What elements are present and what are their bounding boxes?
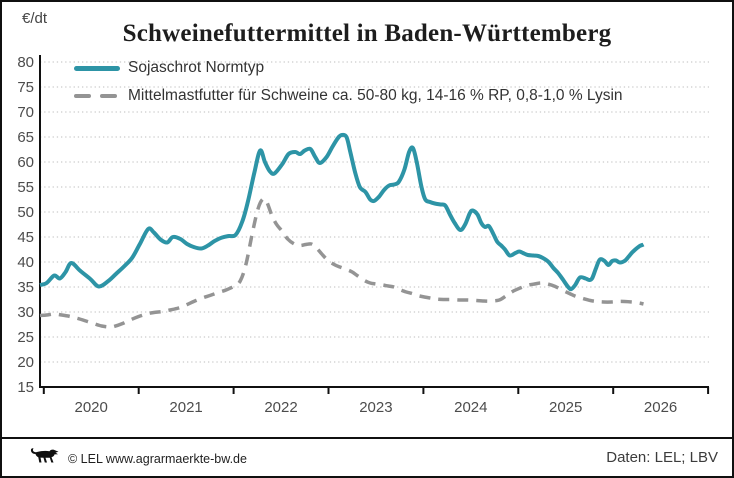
y-axis-label: 50 — [17, 204, 34, 221]
y-axis-label: 45 — [17, 229, 34, 246]
y-axis-label: 25 — [17, 329, 34, 346]
footer-divider — [2, 437, 732, 439]
x-axis-label: 2023 — [359, 399, 392, 416]
legend-line-solid-icon — [74, 65, 120, 71]
y-axis-label: 15 — [17, 379, 34, 396]
y-axis-label: 35 — [17, 279, 34, 296]
y-axis-label: 30 — [17, 304, 34, 321]
legend-label: Sojaschrot Normtyp — [128, 59, 265, 76]
y-axis-label: 65 — [17, 129, 34, 146]
legend-item-mittelmastfutter: Mittelmastfutter für Schweine ca. 50-80 … — [74, 87, 623, 104]
dash-segment — [74, 93, 91, 99]
data-source-text: Daten: LEL; LBV — [606, 449, 718, 466]
x-axis-label: 2020 — [75, 399, 108, 416]
y-axis-unit-label: €/dt — [22, 10, 48, 27]
legend-item-sojaschrot: Sojaschrot Normtyp — [74, 59, 623, 76]
series-line-mittelmastfutter — [39, 196, 644, 329]
y-axis-label: 40 — [17, 254, 34, 271]
legend-line-dashed-icon — [74, 93, 120, 99]
y-axis-label: 70 — [17, 104, 34, 121]
bw-lion-icon — [30, 448, 59, 463]
y-axis-label: 75 — [17, 79, 34, 96]
x-axis-label: 2024 — [454, 399, 487, 416]
copyright-text: © LEL www.agrarmaerkte-bw.de — [68, 452, 247, 466]
x-axis-label: 2026 — [644, 399, 677, 416]
solid-line-swatch — [74, 65, 120, 71]
x-axis-label: 2022 — [264, 399, 297, 416]
x-axis-label: 2021 — [169, 399, 202, 416]
x-axis-label: 2025 — [549, 399, 582, 416]
legend: Sojaschrot Normtyp Mittelmastfutter für … — [74, 59, 623, 116]
series-line-sojaschrot — [39, 132, 645, 292]
y-axis-label: 80 — [17, 54, 34, 71]
dash-segment — [100, 93, 117, 99]
y-axis-label: 60 — [17, 154, 34, 171]
y-axis-label: 55 — [17, 179, 34, 196]
y-axis-label: 20 — [17, 354, 34, 371]
legend-label: Mittelmastfutter für Schweine ca. 50-80 … — [128, 87, 623, 104]
chart-title: Schweinefuttermittel in Baden-Württember… — [122, 20, 612, 47]
